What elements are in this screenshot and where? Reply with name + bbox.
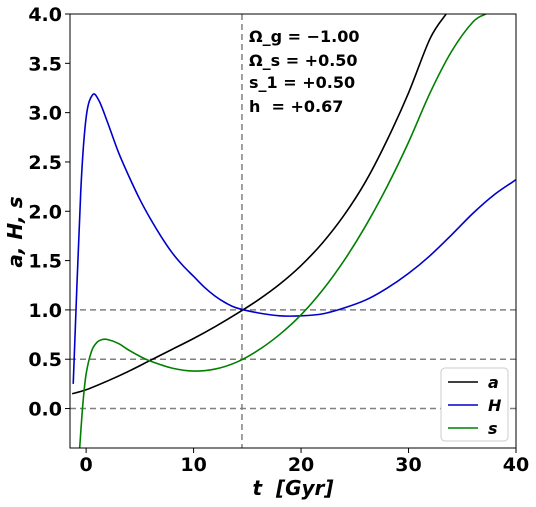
y-tick-label: 0.5 (28, 349, 62, 371)
annotation-h: h = +0.67 (249, 97, 343, 116)
annotation-omega-s: Ω_s = +0.50 (249, 51, 358, 70)
y-tick-label: 0.0 (28, 399, 62, 421)
ticks: 0 10 20 30 40 0.0 0.5 1.0 1.5 2.0 2.5 3.0 3.5 4.0 (28, 4, 529, 476)
series-line-a (71, 14, 447, 395)
x-tick-label: 0 (80, 454, 93, 476)
series-line-h (72, 93, 516, 384)
y-tick-label: 2.0 (28, 201, 62, 223)
x-tick-label: 10 (180, 454, 206, 476)
legend-label-h: H (488, 396, 502, 415)
x-tick-label: 40 (503, 454, 529, 476)
y-tick-label: 1.5 (28, 251, 62, 273)
y-tick-label: 2.5 (28, 152, 62, 174)
annotation-s1: s_1 = +0.50 (249, 73, 355, 92)
x-axis-label: t [Gyr] (252, 476, 333, 500)
series-line-s (78, 14, 487, 448)
x-tick-label: 20 (288, 454, 314, 476)
plot-frame (69, 13, 517, 449)
y-tick-label: 3.0 (28, 103, 62, 125)
annotations: Ω_g = −1.00 Ω_s = +0.50 s_1 = +0.50 h = … (249, 27, 359, 116)
y-axis-label: a, H, s (3, 196, 27, 267)
legend-label-s: s (488, 419, 498, 438)
annotation-omega-g: Ω_g = −1.00 (249, 27, 359, 46)
x-tick-label: 30 (395, 454, 421, 476)
y-tick-label: 4.0 (28, 4, 62, 26)
y-tick-label: 3.5 (28, 53, 62, 75)
legend-label-a: a (488, 373, 499, 392)
legend: a H s (440, 367, 509, 442)
series-layer (71, 14, 516, 448)
y-tick-label: 1.0 (28, 300, 62, 322)
